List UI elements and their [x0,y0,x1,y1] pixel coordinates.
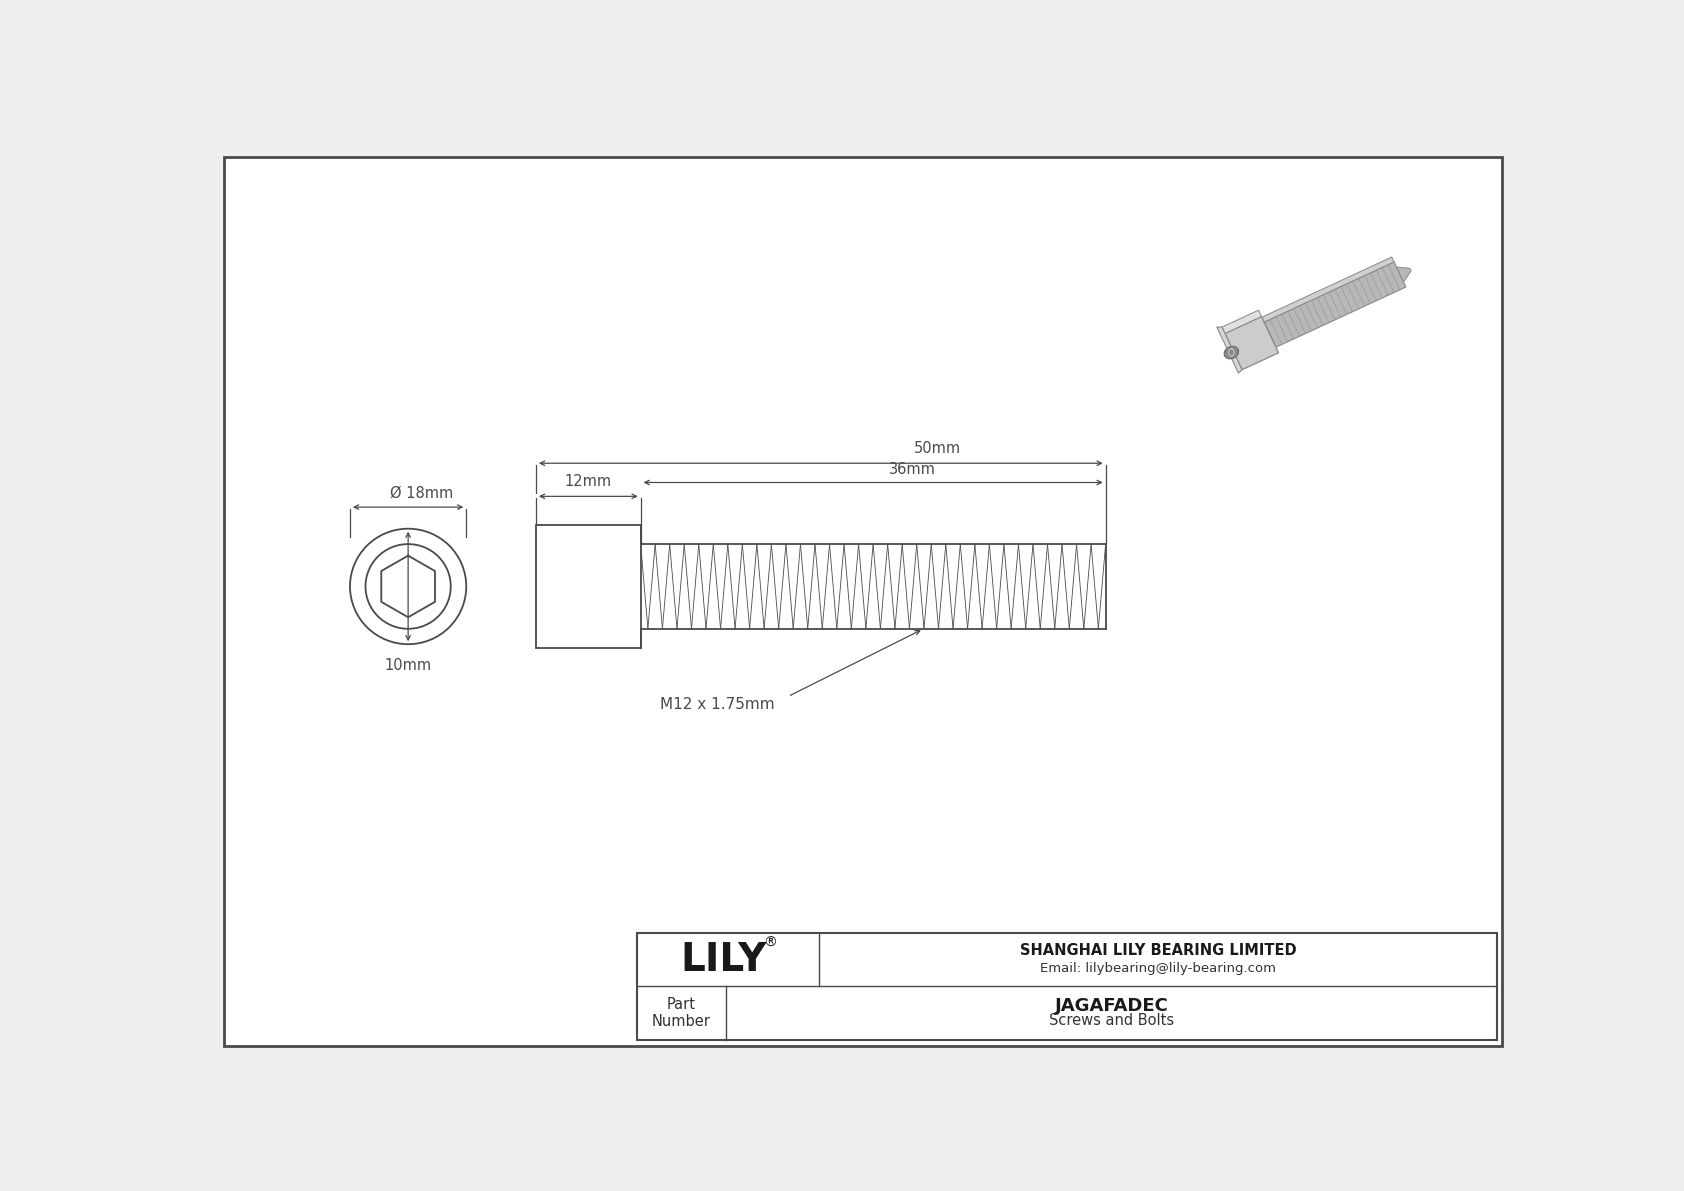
Bar [536,525,640,648]
Text: SHANGHAI LILY BEARING LIMITED: SHANGHAI LILY BEARING LIMITED [1019,943,1297,958]
Polygon shape [1396,267,1411,282]
Text: M12 x 1.75mm: M12 x 1.75mm [660,697,775,712]
Polygon shape [1261,257,1394,322]
Text: Screws and Bolts: Screws and Bolts [1049,1014,1174,1028]
Text: Part
Number: Part Number [652,997,711,1029]
Polygon shape [1218,328,1243,373]
Text: 50mm: 50mm [913,442,960,456]
Text: ®: ® [763,936,776,949]
Bar [637,933,1497,1040]
Text: Ø 18mm: Ø 18mm [391,486,453,501]
Polygon shape [1224,317,1278,369]
Text: JAGAFADEC: JAGAFADEC [1054,997,1169,1015]
Text: Email: lilybearing@lily-bearing.com: Email: lilybearing@lily-bearing.com [1041,962,1276,975]
Polygon shape [1223,310,1261,333]
Ellipse shape [1224,347,1239,358]
Text: 10mm: 10mm [384,659,431,673]
Text: 12mm: 12mm [564,474,611,490]
Polygon shape [1265,262,1406,348]
Text: LILY: LILY [680,941,768,979]
Circle shape [350,529,466,644]
Text: 36mm: 36mm [889,462,935,478]
